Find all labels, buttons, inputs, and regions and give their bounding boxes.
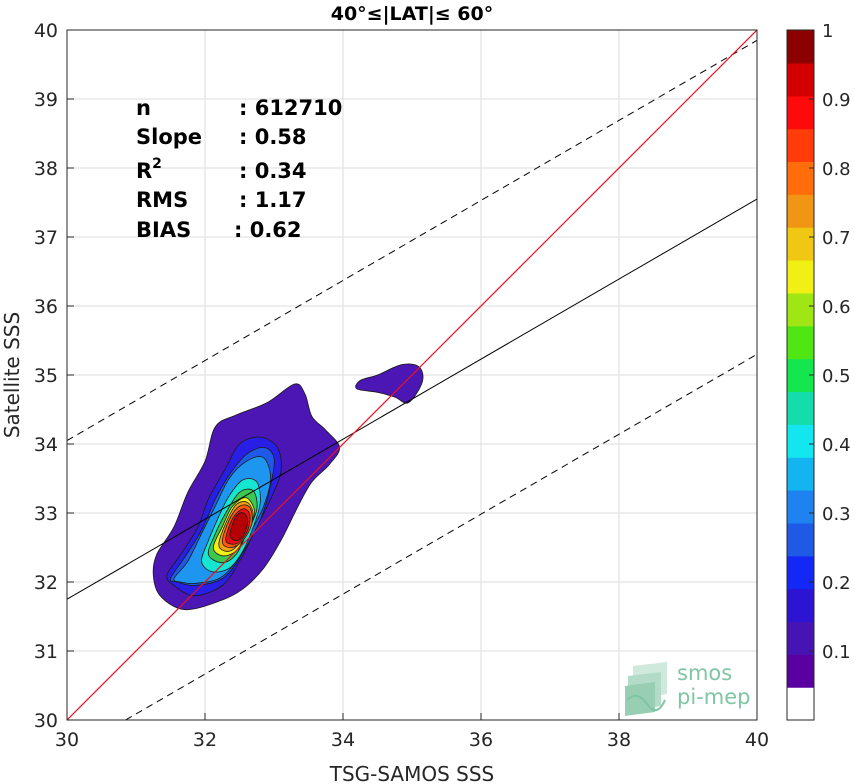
y-tick-label: 38 [34,158,58,180]
colorbar-tick-label: 0.9 [822,90,851,111]
stat-value: : 612710 [239,96,342,120]
identity-line [67,30,757,720]
x-tick-label: 36 [469,729,493,751]
colorbar-tick-label: 0.1 [822,642,851,663]
colorbar-tick-label: 0.2 [822,573,851,594]
stat-label: n [136,96,151,120]
colorbar-segment [787,687,814,721]
statistics-block: n : 612710 Slope : 0.58 R2 : 0.34 RMS : 1.17 BIA… [136,96,342,242]
colorbar-segment [787,424,814,458]
y-tick-label: 33 [34,503,58,525]
colorbar-segment [787,588,814,623]
colorbar-tick-label: 0.6 [822,297,851,318]
colorbar-segment [787,292,814,327]
colorbar-segment [787,391,814,425]
colorbar-segment [787,30,814,64]
contour-level [229,512,249,542]
density-contours [152,363,424,611]
contour-level [355,363,424,404]
colorbar-segment [787,325,814,360]
x-tick-label: 38 [607,729,631,751]
x-tick-label: 34 [331,729,355,751]
stat-value: : 1.17 [239,188,307,212]
y-tick-label: 40 [34,20,58,42]
colorbar-segment [787,522,814,557]
y-axis-label: Satellite SSS [0,312,24,438]
stat-value: : 0.62 [234,218,302,242]
colorbar-segment [787,62,814,97]
colorbar-tick-label: 1 [822,21,833,42]
x-tick-label: 30 [55,729,79,751]
colorbar-segment [787,227,814,261]
y-tick-label: 35 [34,365,58,387]
colorbar-segment [787,621,814,655]
stat-label: RMS [136,188,188,212]
colorbar-tick-label: 0.7 [822,228,851,249]
chart-title: 40°≤|LAT|≤ 60° [331,3,494,25]
stat-label: BIAS [136,218,191,242]
reference-lines [67,30,757,720]
colorbar-tick-label: 0.4 [822,435,851,456]
stat-value: : 0.34 [239,159,307,183]
stat-label: R2 [136,156,162,183]
x-tick-label: 32 [193,729,217,751]
y-tick-label: 30 [34,710,58,732]
logo-line-2: pi-mep [677,685,750,709]
envelope-line [125,353,757,720]
y-tick-label: 32 [34,572,58,594]
y-tick-label: 36 [34,296,58,318]
x-axis-label: TSG-SAMOS SSS [329,762,495,784]
colorbar-segment [787,457,814,491]
stat-label: Slope [136,125,202,149]
regression-line [67,198,757,600]
colorbar-segment [787,260,814,294]
colorbar-tick-label: 0.8 [822,159,851,180]
colorbar-segment [787,490,814,524]
colorbar-segment [787,161,814,195]
x-axis-ticks: 30 32 34 36 38 40 [55,713,769,751]
colorbar-tick-label: 0.5 [822,366,851,387]
colorbar-segment [787,555,814,590]
y-tick-label: 39 [34,89,58,111]
y-axis-ticks: 30 31 32 33 34 35 36 37 38 39 40 [34,20,74,732]
colorbar: 0.1 0.2 0.3 0.4 0.5 0.6 0.7 0.8 0.9 1 [786,21,851,721]
y-tick-label: 31 [34,641,58,663]
stat-value: : 0.58 [239,125,307,149]
colorbar-tick-label: 0.3 [822,504,851,525]
colorbar-segment [787,654,814,688]
colorbar-segment [787,194,814,228]
y-tick-label: 37 [34,227,58,249]
logo-line-1: smos [677,661,732,685]
x-tick-label: 40 [745,729,769,751]
colorbar-segment [787,128,814,163]
smos-pi-mep-logo: smos pi-mep [625,661,750,716]
y-tick-label: 34 [34,434,58,456]
colorbar-segment [787,95,814,130]
envelope-line [67,39,757,441]
